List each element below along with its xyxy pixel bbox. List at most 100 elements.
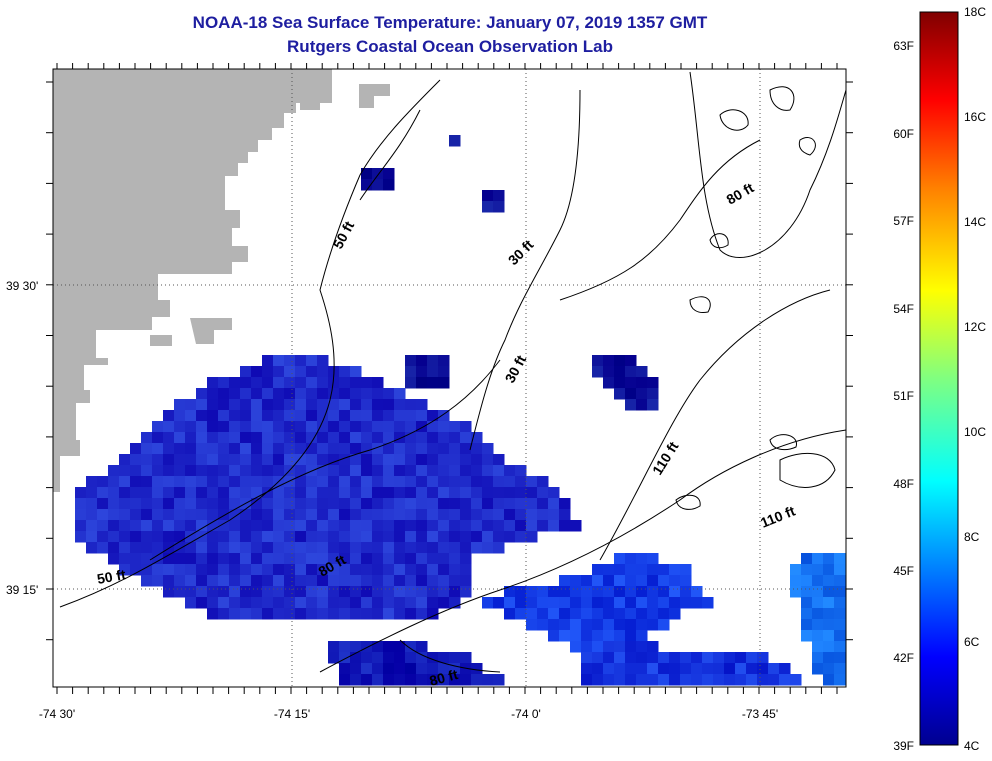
sst-pixel [174, 454, 186, 466]
sst-pixel [394, 388, 406, 400]
sst-pixel [163, 531, 175, 543]
sst-pixel [152, 498, 164, 510]
sst-pixel [471, 476, 483, 488]
sst-pixel [548, 498, 560, 510]
sst-pixel [438, 443, 450, 455]
sst-pixel [757, 663, 769, 675]
sst-pixel [350, 663, 362, 675]
sst-pixel [218, 553, 230, 565]
sst-pixel [504, 509, 516, 521]
sst-pixel [163, 465, 175, 477]
sst-pixel [97, 487, 109, 499]
sst-pixel [372, 421, 384, 433]
sst-pixel [339, 388, 351, 400]
sst-pixel [592, 575, 604, 587]
sst-pixel [526, 619, 538, 631]
sst-pixel [240, 366, 252, 378]
sst-pixel [218, 498, 230, 510]
sst-pixel [427, 355, 439, 367]
sst-pixel [570, 575, 582, 587]
sst-pixel [823, 608, 835, 620]
sst-pixel [196, 421, 208, 433]
sst-pixel [361, 663, 373, 675]
sst-pixel [427, 564, 439, 576]
sst-pixel [405, 542, 417, 554]
sst-pixel [471, 663, 483, 675]
sst-pixel [504, 465, 516, 477]
sst-pixel [427, 674, 439, 686]
sst-pixel [196, 432, 208, 444]
sst-pixel [383, 410, 395, 422]
sst-pixel [438, 531, 450, 543]
sst-pixel [306, 388, 318, 400]
sst-pixel [394, 531, 406, 543]
sst-pixel [152, 487, 164, 499]
sst-pixel [834, 663, 846, 675]
sst-pixel [614, 597, 626, 609]
sst-pixel [834, 652, 846, 664]
sst-pixel [251, 476, 263, 488]
sst-pixel [647, 586, 659, 598]
sst-pixel [350, 597, 362, 609]
sst-pixel [504, 597, 516, 609]
sst-pixel [394, 465, 406, 477]
sst-pixel [427, 410, 439, 422]
sst-pixel [240, 465, 252, 477]
sst-pixel [284, 443, 296, 455]
sst-pixel [119, 498, 131, 510]
sst-pixel [438, 487, 450, 499]
sst-pixel [350, 586, 362, 598]
sst-pixel [372, 377, 384, 389]
sst-pixel [284, 531, 296, 543]
sst-pixel [75, 498, 87, 510]
sst-pixel [471, 498, 483, 510]
sst-pixel [405, 652, 417, 664]
sst-pixel [163, 487, 175, 499]
sst-pixel [394, 586, 406, 598]
sst-pixel [427, 487, 439, 499]
sst-pixel [801, 597, 813, 609]
sst-pixel [581, 586, 593, 598]
sst-pixel [394, 652, 406, 664]
sst-pixel [273, 377, 285, 389]
sst-pixel [416, 586, 428, 598]
sst-pixel [141, 531, 153, 543]
sst-pixel [493, 531, 505, 543]
sst-pixel [614, 586, 626, 598]
sst-pixel [526, 608, 538, 620]
sst-pixel [130, 520, 142, 532]
sst-pixel [471, 432, 483, 444]
sst-pixel [405, 399, 417, 411]
sst-pixel [625, 663, 637, 675]
sst-pixel [625, 597, 637, 609]
sst-pixel [185, 520, 197, 532]
sst-pixel [636, 586, 648, 598]
sst-pixel [97, 531, 109, 543]
land-patch [300, 100, 320, 110]
sst-pixel [438, 652, 450, 664]
sst-pixel [251, 564, 263, 576]
sst-pixel [306, 443, 318, 455]
sst-pixel [636, 674, 648, 686]
sst-pixel [669, 586, 681, 598]
sst-pixel [416, 608, 428, 620]
sst-pixel [812, 575, 824, 587]
sst-pixel [141, 476, 153, 488]
sst-pixel [306, 476, 318, 488]
sst-pixel [383, 663, 395, 675]
sst-pixel [317, 388, 329, 400]
sst-pixel [251, 410, 263, 422]
sst-pixel [504, 608, 516, 620]
land-patch [359, 84, 390, 108]
sst-pixel [306, 597, 318, 609]
sst-pixel [328, 586, 340, 598]
sst-pixel [438, 586, 450, 598]
sst-pixel [625, 586, 637, 598]
sst-pixel [449, 586, 461, 598]
fahrenheit-label: 54F [893, 302, 914, 316]
sst-pixel [669, 663, 681, 675]
sst-pixel [647, 564, 659, 576]
sst-pixel [240, 509, 252, 521]
sst-pixel [295, 465, 307, 477]
sst-pixel [273, 454, 285, 466]
